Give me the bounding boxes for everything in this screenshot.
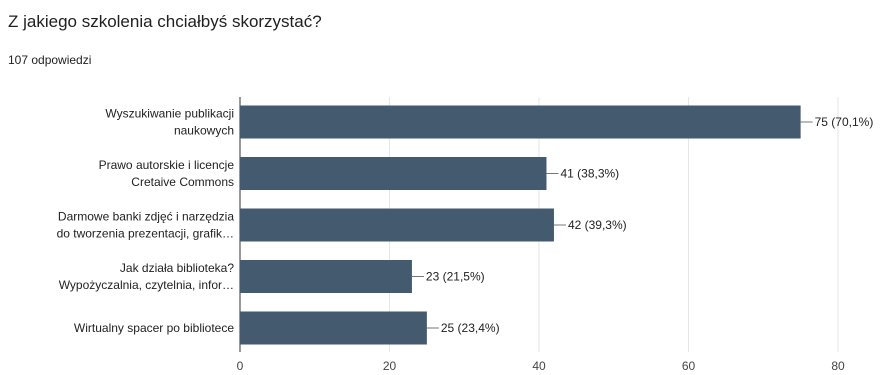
bar — [240, 157, 547, 190]
category-label: Wirtualny spacer po bibliotece — [74, 321, 234, 335]
category-label: Cretaive Commons — [131, 175, 234, 189]
category-label: Wyszukiwanie publikacji — [105, 107, 234, 121]
category-label: Wypożyczalnia, czytelnia, infor… — [59, 278, 234, 292]
bar-layer — [240, 105, 801, 345]
value-label: 23 (21,5%) — [426, 270, 485, 284]
category-label: do tworzenia prezentacji, grafik… — [57, 227, 234, 241]
category-label: naukowych — [174, 124, 234, 138]
value-label: 42 (39,3%) — [568, 218, 627, 232]
x-tick-label: 0 — [237, 359, 244, 373]
value-label: 41 (38,3%) — [560, 167, 619, 181]
x-tick-label: 20 — [383, 359, 397, 373]
x-tick-label: 40 — [532, 359, 546, 373]
category-label: Darmowe banki zdjęć i narzędzia — [58, 210, 234, 224]
x-tick-label: 80 — [831, 359, 845, 373]
category-label: Jak działa biblioteka? — [120, 261, 234, 275]
x-tick-label: 60 — [682, 359, 696, 373]
bar — [240, 311, 427, 345]
chart-title: Z jakiego szkolenia chciałbyś skorzystać… — [8, 12, 322, 31]
bar — [240, 208, 554, 242]
label-layer: 0 20 40 60 80 75 (70,1%) Wyszukiwanie publikac… — [57, 107, 874, 374]
response-count: 107 odpowiedzi — [8, 53, 92, 67]
category-label: Prawo autorskie i licencje — [99, 158, 235, 172]
bar — [240, 105, 801, 139]
value-label: 25 (23,4%) — [441, 321, 500, 335]
bar — [240, 260, 412, 293]
value-label: 75 (70,1%) — [815, 115, 874, 129]
